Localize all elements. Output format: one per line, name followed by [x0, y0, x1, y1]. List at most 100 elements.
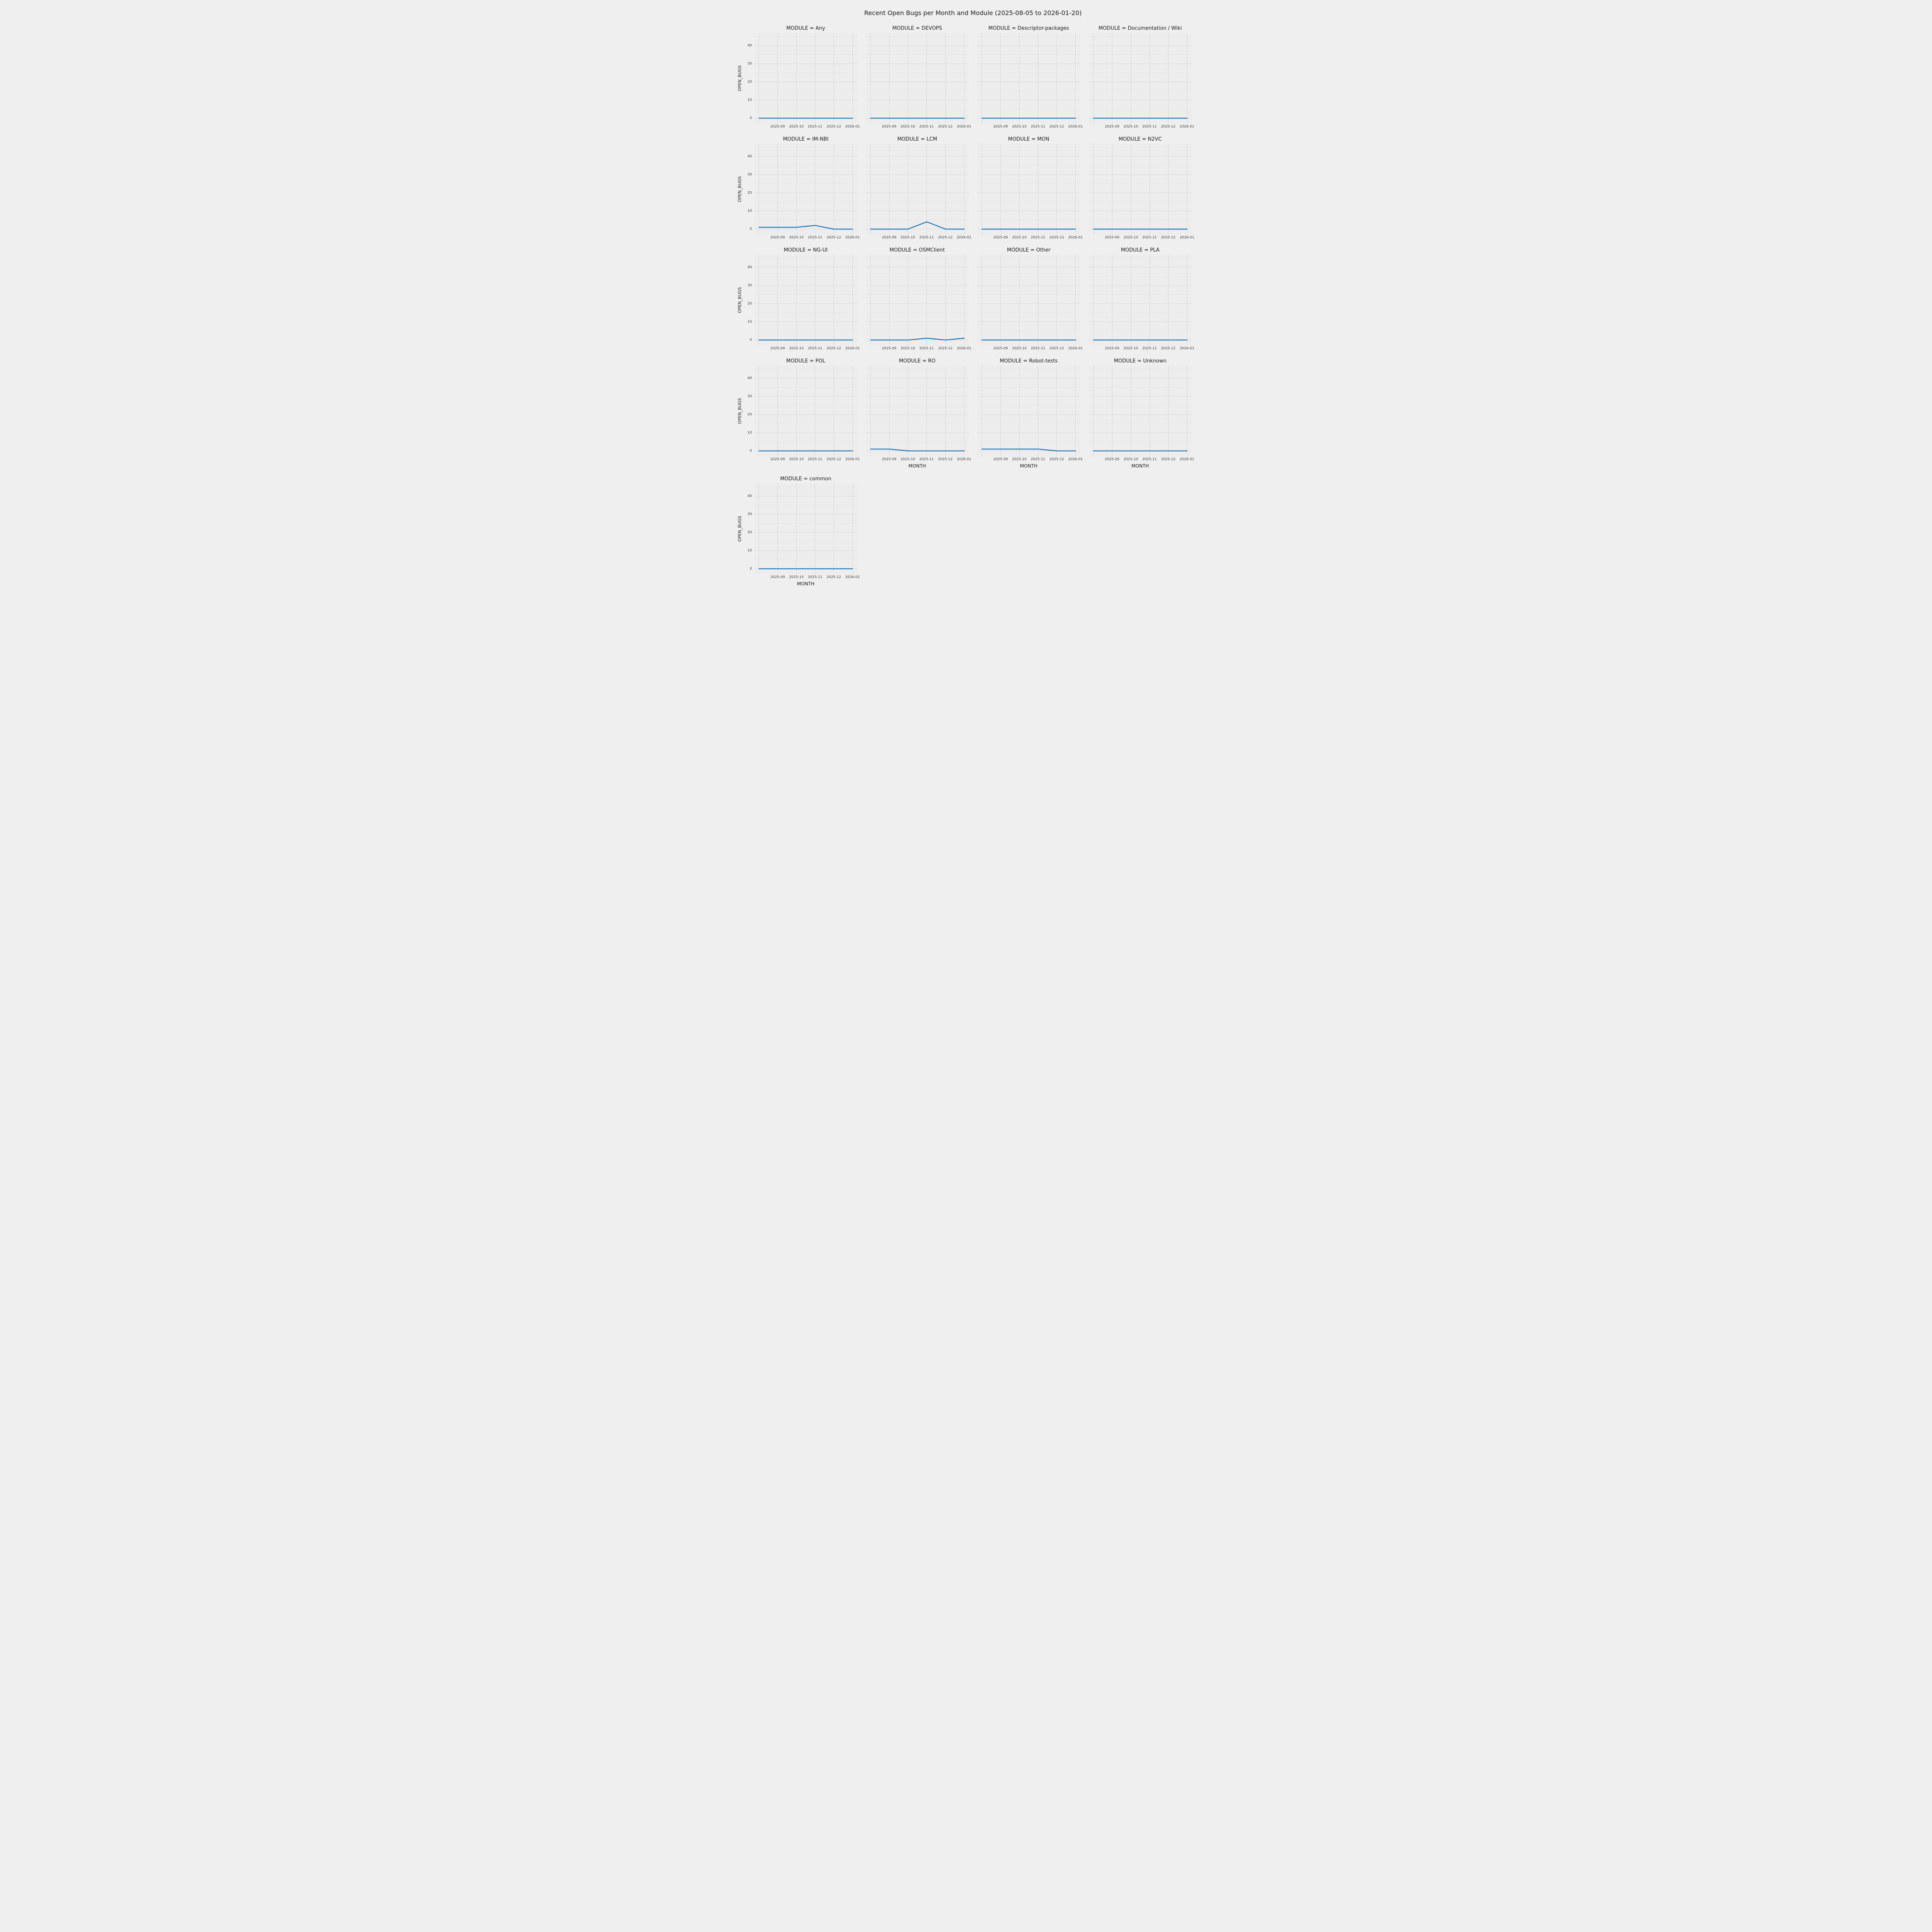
x-tick-label: 2025-11	[808, 236, 823, 240]
y-tick-label: 10	[747, 209, 752, 213]
x-tick-label: 2025-12	[827, 125, 841, 129]
y-tick-label: 30	[747, 172, 752, 177]
x-tick-label: 2025-12	[1049, 125, 1064, 129]
x-tick-label: 2025-12	[1161, 125, 1176, 129]
x-axis-label: MONTH	[908, 463, 926, 469]
figure-title: Recent Open Bugs per Month and Module (2…	[864, 9, 1082, 17]
plot-area	[977, 33, 1080, 124]
x-tick-label: 2025-10	[1012, 457, 1027, 461]
open-bugs-line	[759, 226, 852, 229]
plot-area	[1088, 255, 1192, 345]
y-tick-label: 30	[747, 394, 752, 398]
x-tick-label: 2026-01	[957, 347, 971, 350]
facet: MODULE = N2VC 2025-09 2025-10 2025-11 2025-1…	[1088, 135, 1194, 241]
x-tick-label: 2025-09	[1105, 347, 1119, 350]
x-tick-label: 2025-09	[1105, 457, 1119, 461]
x-tick-row: 2025-09 2025-10 2025-11 2025-12 2026-01	[977, 456, 1083, 463]
x-tick-label: 2025-10	[1123, 125, 1138, 129]
facet-title: MODULE = Other	[1007, 247, 1051, 253]
plot-area	[866, 255, 969, 345]
y-axis-label-text: OPEN_BUGS	[737, 287, 742, 313]
y-tick-label: 40	[747, 154, 752, 158]
x-tick-label: 2025-10	[900, 236, 915, 240]
plot-area	[866, 144, 969, 235]
facet-title: MODULE = N2VC	[1118, 136, 1162, 142]
facet: MODULE = RO 2025-09 2025-10 2025-11 2025-12 2…	[866, 357, 971, 469]
facet: MODULE = Unknown 2025-09 2025-10 2025-11 202…	[1088, 357, 1194, 469]
x-tick-label: 2025-09	[1105, 236, 1119, 240]
facet-title: MODULE = DEVOPS	[892, 26, 942, 31]
y-tick-label: 0	[750, 449, 752, 453]
x-tick-label: 2025-11	[1031, 347, 1046, 350]
y-tick-label: 10	[747, 320, 752, 324]
x-tick-label: 2026-01	[1068, 125, 1083, 129]
x-tick-row: 2025-09 2025-10 2025-11 2025-12 2026-01	[866, 235, 971, 241]
x-tick-label: 2026-01	[1180, 347, 1194, 350]
x-tick-label: 2026-01	[1068, 457, 1083, 461]
y-tick-label: 30	[747, 61, 752, 66]
y-tick-label: 30	[747, 512, 752, 516]
x-tick-label: 2026-01	[845, 575, 860, 579]
x-tick-label: 2025-12	[827, 347, 841, 350]
plot-canvas	[977, 144, 1080, 235]
plot-canvas	[977, 33, 1080, 124]
x-tick-label: 2025-11	[919, 125, 934, 129]
y-tick-label: 20	[747, 80, 752, 84]
y-tick-label: 40	[747, 376, 752, 380]
x-tick-label: 2025-12	[1161, 236, 1176, 240]
y-tick-label: 10	[747, 548, 752, 553]
open-bugs-line	[871, 222, 964, 229]
figure: Recent Open Bugs per Month and Module (2…	[734, 0, 1198, 597]
x-tick-label: 2025-10	[1123, 236, 1138, 240]
x-tick-label: 2025-10	[789, 575, 804, 579]
y-axis-label: OPEN_BUGS	[736, 33, 743, 124]
x-tick-label: 2025-09	[770, 125, 785, 129]
x-axis-label: MONTH	[1131, 463, 1149, 469]
open-bugs-line	[982, 449, 1075, 451]
x-tick-row: 2025-09 2025-10 2025-11 2025-12 2026-01	[977, 235, 1083, 241]
y-axis-label-text: OPEN_BUGS	[737, 515, 742, 542]
facet: MODULE = OSMClient 2025-09 2025-10 2025-11 2…	[866, 246, 971, 352]
x-tick-label: 2025-12	[1049, 236, 1064, 240]
plot-canvas	[866, 366, 969, 456]
x-tick-label: 2025-12	[1049, 347, 1064, 350]
y-axis-label: OPEN_BUGS	[736, 483, 743, 574]
facet: MODULE = Any 0 10 20 30 40 OPEN_BUGS 2025-09 202…	[737, 24, 860, 130]
open-bugs-line	[871, 338, 964, 340]
x-tick-label: 2025-12	[938, 236, 953, 240]
y-tick-label: 20	[747, 530, 752, 534]
facet: MODULE = Robot-tests 2025-09 2025-10 2025-1…	[977, 357, 1083, 469]
y-tick-label: 10	[747, 430, 752, 435]
x-tick-label: 2026-01	[957, 236, 971, 240]
x-tick-label: 2025-11	[919, 457, 934, 461]
y-axis-label-text: OPEN_BUGS	[737, 176, 742, 202]
x-tick-label: 2026-01	[1180, 457, 1194, 461]
plot-canvas	[1089, 33, 1192, 124]
facet-title: MODULE = Any	[786, 26, 825, 31]
x-tick-label: 2025-10	[1012, 125, 1027, 129]
plot-area	[1088, 366, 1192, 456]
facet: MODULE = Descriptor-packages 2025-09 2025-…	[977, 24, 1083, 130]
plot-canvas	[754, 255, 857, 345]
x-axis-label: MONTH	[1020, 463, 1037, 469]
facet-title: MODULE = common	[780, 476, 832, 482]
x-tick-label: 2025-09	[1105, 125, 1119, 129]
x-tick-label: 2025-11	[1142, 125, 1157, 129]
x-tick-label: 2025-09	[882, 125, 896, 129]
x-tick-label: 2025-11	[1031, 236, 1046, 240]
plot-canvas	[977, 366, 1080, 456]
facet-title: MODULE = Robot-tests	[1000, 358, 1058, 364]
x-tick-label: 2025-12	[938, 125, 953, 129]
plot-canvas	[866, 144, 969, 235]
plot-area	[866, 366, 969, 456]
x-tick-row: 2025-09 2025-10 2025-11 2025-12 2026-01	[1089, 235, 1194, 241]
y-tick-label: 30	[747, 283, 752, 287]
facet-title: MODULE = LCM	[897, 136, 937, 142]
x-tick-row: 2025-09 2025-10 2025-11 2025-12 2026-01	[1089, 345, 1194, 352]
x-tick-label: 2025-10	[900, 457, 915, 461]
x-tick-row: 2025-09 2025-10 2025-11 2025-12 2026-01	[1089, 456, 1194, 463]
plot-canvas	[1089, 255, 1192, 345]
plot-area	[866, 33, 969, 124]
x-tick-label: 2025-10	[1012, 236, 1027, 240]
x-tick-label: 2025-09	[993, 236, 1008, 240]
